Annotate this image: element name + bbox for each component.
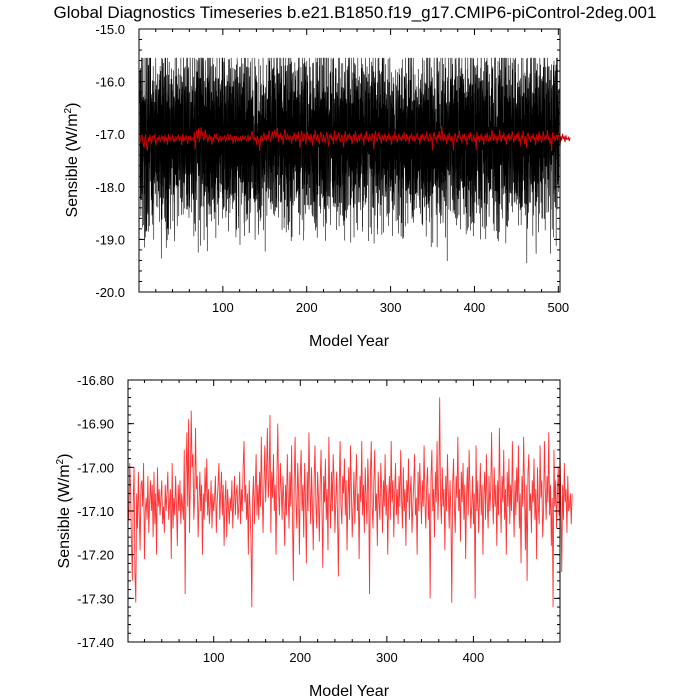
top-ytick-label-5: -15.0	[95, 22, 125, 37]
bottom-plot-frame	[127, 379, 561, 643]
top-y-axis-label: Sensible (W/m2)	[63, 103, 81, 218]
bottom-y-axis-label: Sensible (W/m2)	[55, 454, 73, 569]
panel-bottom: 100 200 300 400 -17.40-17.30-17.20-17.10-17…	[55, 373, 573, 700]
bottom-xtick-label-100: 100	[203, 650, 225, 665]
panel-top: 100 200 300 400 500 -20.0 -19.0 -18.0 -17.0 -16.…	[63, 22, 571, 350]
bottom-y-label-close: )	[56, 454, 73, 459]
top-xtick-label-300: 300	[380, 300, 402, 315]
bottom-ytick-label-4: -17.00	[77, 460, 114, 475]
top-ytick-label-3: -17.0	[95, 127, 125, 142]
top-plot-frame	[138, 28, 561, 293]
bottom-ytick-label-6: -16.80	[77, 373, 114, 388]
bottom-ytick-label-2: -17.20	[77, 548, 114, 563]
bottom-x-axis-label: Model Year	[309, 683, 390, 700]
top-ytick-label-2: -18.0	[95, 180, 125, 195]
bottom-y-label-sup: 2	[55, 458, 66, 464]
top-monthly-series	[139, 57, 560, 264]
top-ytick-label-0: -20.0	[95, 285, 125, 300]
top-xtick-label-500: 500	[547, 300, 569, 315]
bottom-ytick-label-3: -17.10	[77, 504, 114, 519]
bottom-annual-series	[127, 397, 573, 608]
bottom-xtick-label-300: 300	[376, 650, 398, 665]
top-xtick-label-400: 400	[464, 300, 486, 315]
figure-title: Global Diagnostics Timeseries b.e21.B185…	[54, 3, 657, 22]
bottom-ytick-label-1: -17.30	[77, 591, 114, 606]
bottom-xtick-label-200: 200	[289, 650, 311, 665]
top-ytick-label-1: -19.0	[95, 232, 125, 247]
bottom-xtick-label-400: 400	[463, 650, 485, 665]
bottom-y-label-base: Sensible (W/m	[56, 464, 73, 568]
top-xtick-label-100: 100	[212, 300, 234, 315]
top-x-ticks: 100 200 300 400 500	[138, 29, 569, 315]
bottom-ytick-label-5: -16.90	[77, 417, 114, 432]
top-monthly-line	[139, 57, 560, 264]
top-xtick-label-200: 200	[296, 300, 318, 315]
top-x-axis-label: Model Year	[309, 333, 390, 350]
top-ytick-label-4: -16.0	[95, 75, 125, 90]
top-y-label-sup: 2	[63, 107, 74, 113]
bottom-ytick-label-0: -17.40	[77, 635, 114, 650]
top-annual-series	[139, 125, 571, 152]
bottom-y-ticks: -17.40 -17.30 -17.20 -17.10 -17.00 -16.90 -16.…	[77, 373, 560, 650]
top-y-label-close: )	[64, 103, 81, 108]
top-y-label-base: Sensible (W/m	[64, 113, 81, 217]
top-y-ticks: -20.0 -19.0 -18.0 -17.0 -16.0 -15.0	[95, 22, 560, 300]
bottom-x-ticks: 100 200 300 400	[143, 380, 561, 665]
